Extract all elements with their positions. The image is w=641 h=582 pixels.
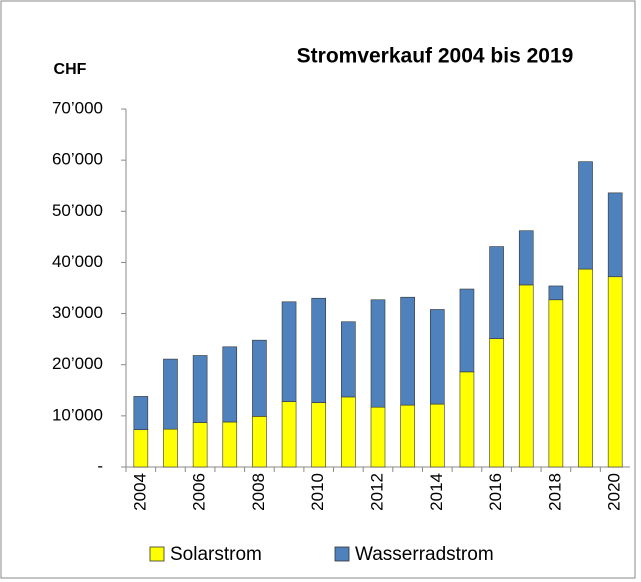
legend-label: Wasserradstrom — [355, 544, 494, 565]
bar-segment — [222, 346, 238, 423]
bar-segment — [163, 428, 178, 468]
bar-segment — [578, 268, 593, 468]
bar-segment — [341, 321, 356, 398]
y-tick-label: 60’000 — [52, 150, 103, 169]
bar-segment — [192, 422, 208, 468]
bar-segment — [400, 296, 415, 406]
bar-segment — [518, 230, 534, 286]
bar-segment — [548, 285, 564, 301]
bar-segment — [370, 406, 386, 468]
legend-swatch — [149, 546, 165, 562]
x-tick-label: 2018 — [545, 473, 564, 511]
legend-label: Solarstrom — [170, 544, 262, 565]
y-tick-label: 10’000 — [52, 405, 103, 424]
bar-segment — [311, 402, 327, 468]
x-tick-label: 2020 — [605, 473, 624, 511]
bar-segment — [548, 299, 564, 468]
bar-segment — [281, 401, 297, 468]
bar-segment — [222, 421, 238, 468]
bar-segment — [459, 288, 475, 373]
bar-segment — [607, 276, 623, 468]
x-tick-label: 2010 — [308, 473, 327, 511]
y-tick-label: 20’000 — [52, 354, 103, 373]
bar-segment — [489, 338, 504, 468]
bar-segment — [252, 416, 267, 468]
bar-segment — [607, 192, 623, 278]
bar-segment — [578, 161, 593, 270]
chart-title: Stromverkauf 2004 bis 2019 — [297, 45, 574, 68]
bar-segment — [133, 396, 149, 430]
bar-segment — [281, 301, 297, 402]
bar-segment — [133, 429, 149, 468]
bar-segment — [252, 339, 267, 417]
bar-segment — [429, 309, 445, 405]
bar-segment — [163, 358, 178, 430]
x-tick-label: 2008 — [249, 473, 268, 511]
x-tick-label: 2016 — [486, 473, 505, 511]
x-tick-label: 2014 — [427, 473, 446, 511]
x-tick-label: 2004 — [130, 473, 149, 511]
bar-segment — [459, 371, 475, 468]
bar-segment — [489, 246, 504, 339]
bar-segment — [400, 404, 415, 468]
bar-segment — [341, 396, 356, 468]
bar-segment — [192, 355, 208, 423]
y-tick-label: - — [97, 456, 103, 475]
x-tick-label: 2012 — [367, 473, 386, 511]
y-tick-label: 30’000 — [52, 303, 103, 322]
bar-segment — [429, 403, 445, 468]
x-tick-label: 2006 — [190, 473, 209, 511]
bar-segment — [311, 297, 327, 403]
y-tick-label: 40’000 — [52, 252, 103, 271]
legend-swatch — [334, 546, 350, 562]
bar-segment — [370, 299, 386, 408]
y-tick-label: 70’000 — [52, 98, 103, 117]
y-axis-label: CHF — [54, 61, 87, 78]
y-tick-label: 50’000 — [52, 201, 103, 220]
bar-segment — [518, 284, 534, 468]
